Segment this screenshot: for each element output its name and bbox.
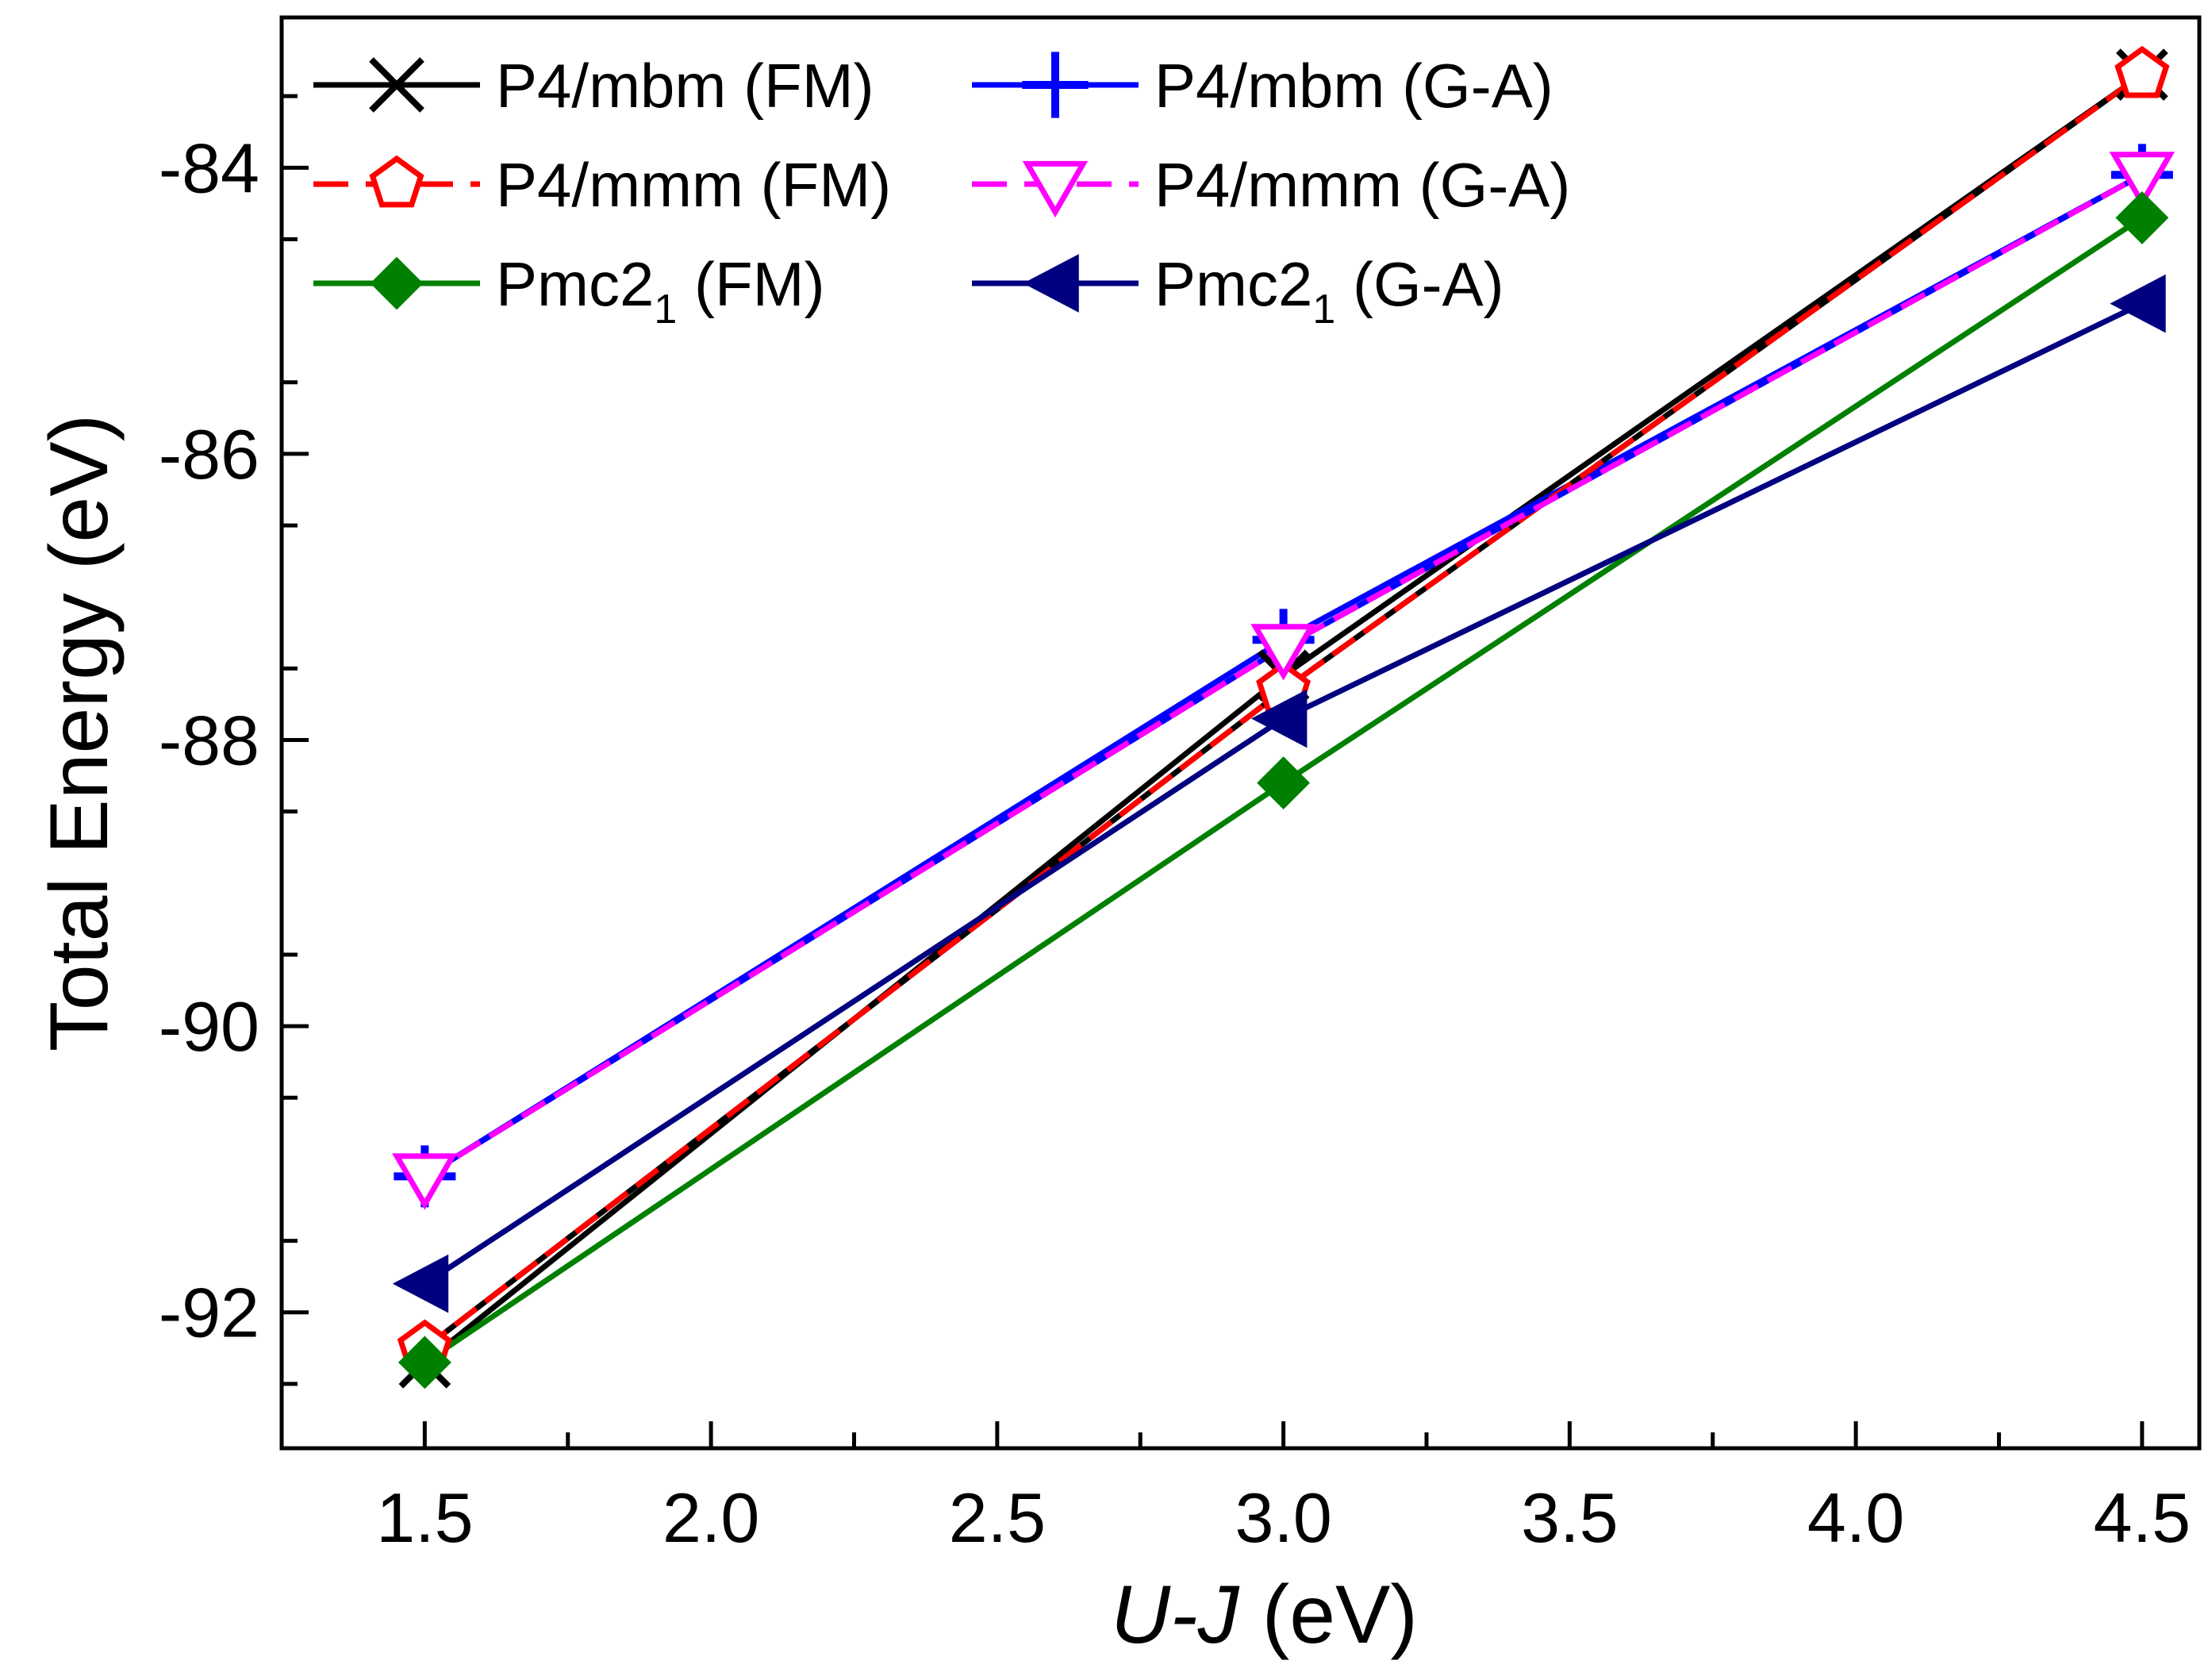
y-axis-title: Total Energy (eV): [33, 414, 125, 1051]
x-tick-label: 4.0: [1807, 1478, 1904, 1557]
x-tick-label: 4.5: [2094, 1478, 2191, 1557]
legend-label-main: P4/mmm (FM): [496, 150, 891, 220]
x-axis-title-unit: (eV): [1239, 1569, 1418, 1661]
legend-label-subscript: 1: [654, 286, 677, 333]
legend-label-main: P4/mbm (FM): [496, 51, 874, 121]
plot-frame: [279, 15, 2202, 1451]
legend-label-main: Pmc2: [496, 249, 654, 319]
legend-entry: Pmc21 (FM): [313, 249, 825, 333]
triangle-down-marker: [1022, 160, 1089, 218]
ticks-layer: 1.5 2.0 2.5 3.0 3.5 4.0 4.5 -92 -90 -88 -86 -84: [159, 94, 2191, 1557]
diamond-marker: [2115, 191, 2169, 244]
x-tick-label: 3.5: [1521, 1478, 1618, 1557]
triangle-left-marker: [392, 1254, 449, 1313]
y-tick-label: -84: [159, 129, 259, 207]
legend-label-tail: (FM): [677, 249, 824, 319]
markers-P4/mmm (G-A): [392, 152, 2176, 1210]
diamond-marker: [1257, 756, 1311, 810]
triangle-down-marker: [2109, 152, 2176, 209]
plus-marker: [1022, 52, 1089, 118]
x-axis-title: U-J (eV): [1111, 1569, 1418, 1661]
legend-label: Pmc21 (G-A): [1154, 249, 1504, 333]
markers-Pmc21 (FM): [397, 191, 2169, 1390]
x-tick-label: 2.5: [949, 1478, 1046, 1557]
legend-label: P4/mbm (G-A): [1154, 51, 1553, 121]
legend-label: P4/mmm (G-A): [1154, 150, 1570, 220]
y-tick-label: -86: [159, 415, 259, 494]
legend-label-subscript: 1: [1312, 286, 1335, 333]
legend-entry: P4/mbm (FM): [313, 51, 874, 121]
diamond-marker: [370, 256, 424, 310]
y-tick-label: -88: [159, 702, 259, 780]
triangle-down-marker: [1250, 624, 1316, 681]
legend: P4/mbm (FM) P4/mbm (G-A) P4/mmm (FM) P4/mm…: [313, 51, 1570, 333]
pentagon-marker: [369, 155, 424, 208]
pentagon-marker: [2114, 45, 2170, 98]
x-marker: [369, 57, 424, 113]
y-tick-label: -92: [159, 1274, 259, 1352]
x-tick-label: 1.5: [376, 1478, 473, 1557]
x-axis-title-variable: U-J: [1111, 1569, 1240, 1661]
legend-entry: P4/mmm (FM): [313, 150, 891, 220]
legend-entry: P4/mmm (G-A): [972, 150, 1570, 220]
legend-label: P4/mbm (FM): [496, 51, 874, 121]
legend-label-main: P4/mbm (G-A): [1154, 51, 1553, 121]
series-layer: [392, 45, 2176, 1390]
legend-label: P4/mmm (FM): [496, 150, 891, 220]
diamond-marker: [397, 1336, 451, 1390]
legend-label-tail: (G-A): [1335, 249, 1503, 319]
legend-entry: Pmc21 (G-A): [972, 249, 1504, 333]
triangle-left-marker: [2110, 274, 2166, 333]
triangle-left-marker: [1023, 254, 1079, 313]
legend-label-main: Pmc2: [1154, 249, 1312, 319]
triangle-left-marker: [1251, 689, 1308, 748]
y-tick-label: -90: [159, 987, 259, 1066]
legend-entry: P4/mbm (G-A): [972, 51, 1553, 121]
x-tick-label: 2.0: [662, 1478, 759, 1557]
markers-Pmc21 (G-A): [392, 274, 2166, 1313]
x-tick-label: 3.0: [1235, 1478, 1331, 1557]
legend-label-main: P4/mmm (G-A): [1154, 150, 1570, 220]
legend-label: Pmc21 (FM): [496, 249, 825, 333]
triangle-down-marker: [392, 1153, 458, 1210]
